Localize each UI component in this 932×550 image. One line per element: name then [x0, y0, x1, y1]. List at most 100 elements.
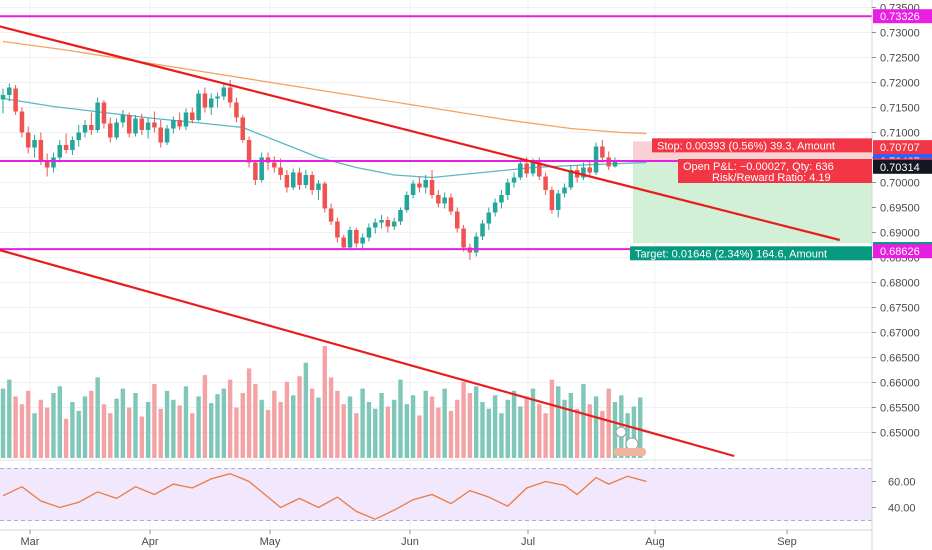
price-tag[interactable] — [873, 9, 932, 24]
volume-bar — [328, 377, 334, 458]
candle-body — [221, 87, 227, 97]
volume-bar — [171, 399, 176, 458]
candle-body — [183, 112, 189, 127]
volume-bar — [398, 379, 403, 458]
volume-bar — [417, 415, 422, 458]
candle-body — [284, 175, 290, 188]
candle-body — [423, 180, 428, 188]
time-tick-label: Mar — [21, 536, 40, 548]
trendline[interactable] — [0, 25, 841, 242]
candle-body — [234, 102, 239, 118]
candle-body — [272, 162, 277, 168]
candle-body — [13, 88, 18, 112]
rsi-tick-label: 40.00 — [888, 503, 916, 515]
price-tag-label: 0.73326 — [880, 11, 920, 23]
volume-bar — [177, 405, 182, 458]
slow-moving-average — [2, 40, 647, 135]
candle-body — [114, 122, 119, 138]
volume-bar — [272, 390, 277, 458]
volume-bar — [32, 413, 37, 458]
volume-bar — [442, 388, 447, 458]
price-tag[interactable] — [873, 244, 932, 259]
candle-body — [7, 87, 12, 95]
time-tick-label: Sep — [777, 536, 797, 548]
candle-body — [164, 128, 170, 143]
candle-body — [316, 183, 321, 190]
candle-body — [341, 237, 346, 248]
volume-bar — [101, 404, 107, 458]
candle-body — [0, 95, 6, 100]
trendlines[interactable] — [0, 25, 841, 458]
volume-bar — [549, 379, 555, 458]
price-axis[interactable]: 0.735000.730000.725000.720000.715000.710… — [871, 0, 932, 550]
candle-body — [215, 96, 220, 99]
volume-bar — [253, 384, 258, 458]
volume-bar — [208, 403, 214, 458]
candle-body — [486, 212, 492, 224]
price-tag[interactable] — [873, 159, 932, 174]
volume-bar — [568, 393, 574, 458]
volume-bar — [335, 390, 340, 458]
price-tag-label: 0.68626 — [880, 246, 920, 258]
position-box[interactable] — [633, 141, 872, 244]
volume-bar — [537, 404, 542, 458]
rsi-band — [0, 468, 872, 521]
volume-bar — [625, 413, 630, 458]
candle-body — [51, 157, 56, 168]
price-tag[interactable] — [873, 140, 932, 155]
candle-body — [120, 115, 126, 123]
event-flags — [614, 426, 646, 456]
volume-bar — [473, 386, 479, 458]
candle-body — [398, 210, 403, 222]
volume-bar — [309, 388, 315, 458]
candle-body — [530, 162, 536, 174]
candle-body — [57, 145, 63, 158]
candle-body — [278, 167, 283, 175]
time-tick-label: Jun — [401, 536, 419, 548]
volume-bar — [593, 396, 599, 458]
candle-body — [196, 93, 201, 120]
trendline[interactable] — [0, 249, 735, 458]
time-axis[interactable]: Mar Apr May Jun Jul Aug Sep — [0, 529, 872, 548]
volume-bar — [600, 410, 605, 458]
volume-bar — [0, 388, 6, 458]
volume-bar — [133, 393, 138, 458]
candle-body — [76, 132, 81, 140]
candle-body — [158, 127, 164, 143]
candle-body — [404, 195, 410, 210]
candle-body — [442, 197, 447, 204]
candle-body — [25, 132, 31, 148]
volume-bar — [19, 404, 25, 458]
volume-bar — [587, 404, 592, 458]
candle-body — [190, 112, 195, 120]
volume-bar — [385, 406, 391, 458]
candle-body — [297, 172, 302, 185]
price-tick-label: 0.67500 — [880, 303, 920, 315]
candle-body — [461, 228, 466, 248]
candle-body — [511, 177, 517, 183]
price-tick-label: 0.65500 — [880, 403, 920, 415]
volume-bar — [7, 379, 12, 458]
volume-bar — [284, 381, 290, 458]
candle-body — [107, 123, 113, 138]
candle-body — [70, 140, 75, 150]
stop-label: Stop: 0.00393 (0.56%) 39.3, Amount — [657, 140, 835, 152]
volume-bar — [95, 377, 100, 458]
volume-bar — [360, 388, 365, 458]
volume-bar — [322, 346, 327, 458]
stop-label-bg — [652, 138, 872, 153]
candle-body — [347, 230, 353, 248]
candle-body — [417, 183, 422, 188]
candle-body — [44, 161, 50, 168]
price-tick-label: 0.69500 — [880, 203, 920, 215]
volume-bar — [436, 407, 441, 458]
volume-bar — [297, 376, 302, 458]
candle-body — [379, 220, 384, 223]
volume-bar — [492, 395, 498, 458]
candle-body — [385, 220, 391, 227]
price-tag-label: 0.70314 — [880, 162, 920, 174]
volume-bar — [38, 399, 44, 458]
candle-body — [38, 140, 44, 162]
candle-body — [202, 93, 208, 108]
